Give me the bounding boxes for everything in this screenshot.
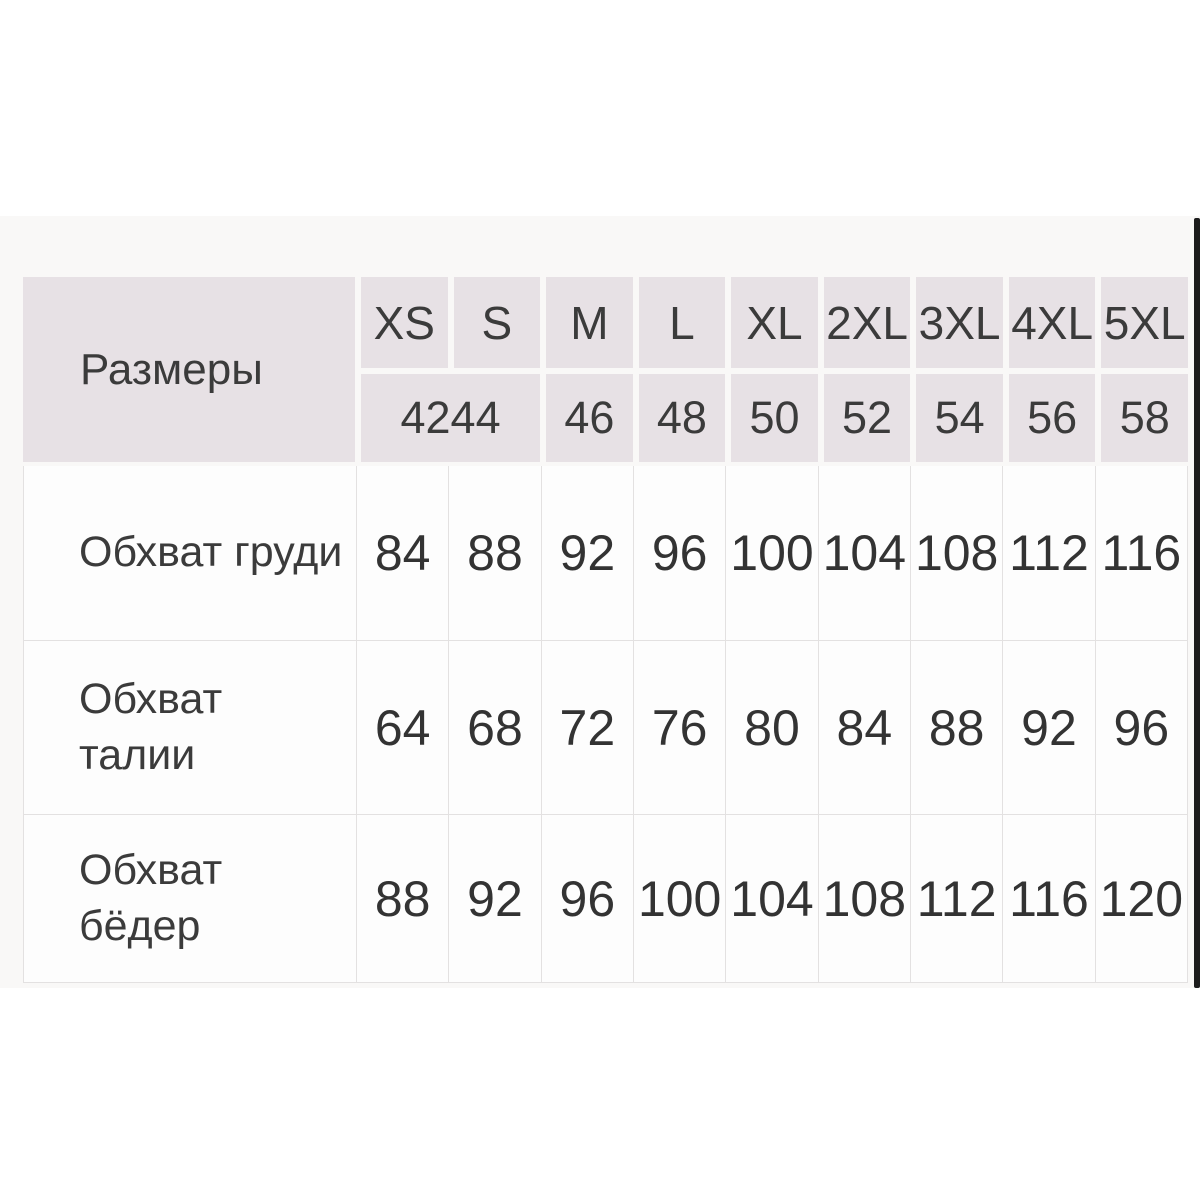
size-column-header-5xl: 5XL <box>1101 277 1188 368</box>
hips-value-3xl: 112 <box>910 814 1003 982</box>
hips-value-s: 92 <box>448 814 541 982</box>
numeric-size-header-46: 46 <box>546 374 633 462</box>
measurement-row-label-chest: Обхват груди <box>24 466 356 640</box>
chest-value-2xl: 104 <box>817 466 910 640</box>
table-body: Обхват груди 84 88 92 96 100 104 108 112… <box>23 466 1188 983</box>
waist-value-5xl: 96 <box>1094 640 1187 814</box>
waist-value-l: 76 <box>633 640 726 814</box>
hips-value-l: 100 <box>633 814 726 982</box>
chest-value-5xl: 116 <box>1094 466 1187 640</box>
size-column-header-m: M <box>546 277 633 368</box>
chest-value-4xl: 112 <box>1002 466 1094 640</box>
numeric-size-header-42-44-merged: 4244 <box>361 374 541 462</box>
hips-value-xl: 104 <box>725 814 818 982</box>
hips-value-2xl: 108 <box>817 814 910 982</box>
waist-value-xl: 80 <box>725 640 818 814</box>
chest-value-3xl: 108 <box>910 466 1002 640</box>
waist-value-xs: 64 <box>356 640 449 814</box>
size-column-header-3xl: 3XL <box>916 277 1003 368</box>
numeric-size-header-54: 54 <box>916 374 1003 462</box>
row-label-text: Обхват груди <box>79 528 343 577</box>
size-column-header-4xl: 4XL <box>1008 277 1096 368</box>
size-column-header-2xl: 2XL <box>823 277 911 368</box>
chest-value-l: 96 <box>633 466 725 640</box>
chest-value-s: 88 <box>448 466 540 640</box>
table-corner-label: Размеры <box>23 277 355 462</box>
right-edge-scrollbar[interactable] <box>1194 218 1200 988</box>
size-column-header-xl: XL <box>731 277 818 368</box>
row-label-text: Обхват бёдер <box>79 845 223 950</box>
waist-value-s: 68 <box>448 640 541 814</box>
hips-value-xs: 88 <box>356 814 449 982</box>
hips-value-4xl: 116 <box>1002 814 1095 982</box>
measurement-row-label-hips: Обхват бёдер <box>24 814 356 982</box>
chest-value-m: 92 <box>540 466 633 640</box>
row-label-text: Обхват талии <box>79 674 223 779</box>
numeric-size-header-50: 50 <box>731 374 818 462</box>
numeric-size-header-58: 58 <box>1101 374 1188 462</box>
size-column-header-s: S <box>453 277 541 368</box>
size-column-header-xs: XS <box>361 277 448 368</box>
waist-value-4xl: 92 <box>1002 640 1095 814</box>
waist-value-3xl: 88 <box>910 640 1003 814</box>
waist-value-2xl: 84 <box>817 640 910 814</box>
size-column-header-l: L <box>638 277 726 368</box>
waist-value-m: 72 <box>540 640 633 814</box>
chest-value-xs: 84 <box>356 466 448 640</box>
chest-value-xl: 100 <box>725 466 817 640</box>
numeric-size-header-52: 52 <box>823 374 911 462</box>
size-chart-table: Размеры XS S M L XL 2XL 3XL 4XL 5XL 4244… <box>23 277 1188 983</box>
hips-value-m: 96 <box>540 814 633 982</box>
numeric-size-header-48: 48 <box>638 374 726 462</box>
measurement-row-label-waist: Обхват талии <box>24 640 356 814</box>
table-header: Размеры XS S M L XL 2XL 3XL 4XL 5XL 4244… <box>23 277 1188 462</box>
hips-value-5xl: 120 <box>1094 814 1187 982</box>
numeric-size-header-56: 56 <box>1008 374 1096 462</box>
